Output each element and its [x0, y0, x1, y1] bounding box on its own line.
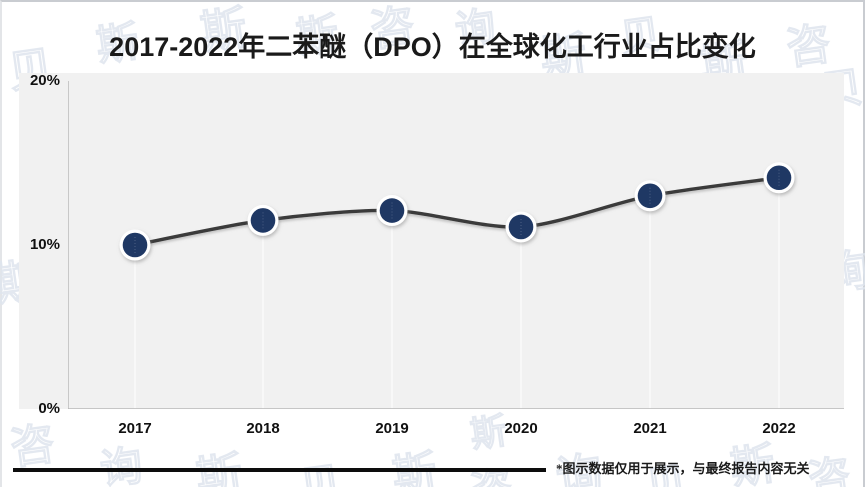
- line-chart-svg: [68, 81, 844, 409]
- footer-rule: [13, 468, 546, 472]
- data-point-marker[interactable]: [119, 229, 151, 261]
- marker-dot: [250, 208, 276, 233]
- marker-dot: [508, 214, 534, 240]
- marker-dot: [766, 165, 792, 191]
- marker-dot: [122, 232, 148, 258]
- marker-dot: [637, 183, 663, 209]
- x-axis-tick-label: 2020: [504, 420, 538, 437]
- x-axis-tick-label: 2022: [762, 420, 796, 437]
- data-point-marker[interactable]: [247, 204, 279, 236]
- y-axis-tick-label: 10%: [29, 236, 60, 253]
- data-line: [133, 176, 781, 247]
- y-axis-tick-label: 20%: [29, 72, 60, 89]
- data-point-marker[interactable]: [763, 162, 795, 194]
- x-axis-tick-label: 2019: [375, 420, 409, 437]
- data-point-marker[interactable]: [634, 180, 666, 212]
- x-axis-tick-label: 2018: [246, 420, 280, 437]
- y-axis-tick-label: 0%: [38, 400, 60, 417]
- x-axis-tick-label: 2017: [118, 420, 152, 437]
- marker-dot: [379, 198, 405, 223]
- data-point-marker[interactable]: [505, 211, 537, 243]
- data-point-marker[interactable]: [376, 195, 408, 227]
- footnote-text: *图示数据仅用于展示，与最终报告内容无关: [556, 461, 810, 476]
- x-axis-tick-label: 2021: [633, 420, 667, 437]
- plot-area: [68, 81, 844, 409]
- chart-title: 2017-2022年二苯醚（DPO）在全球化工行业占比变化: [109, 32, 756, 62]
